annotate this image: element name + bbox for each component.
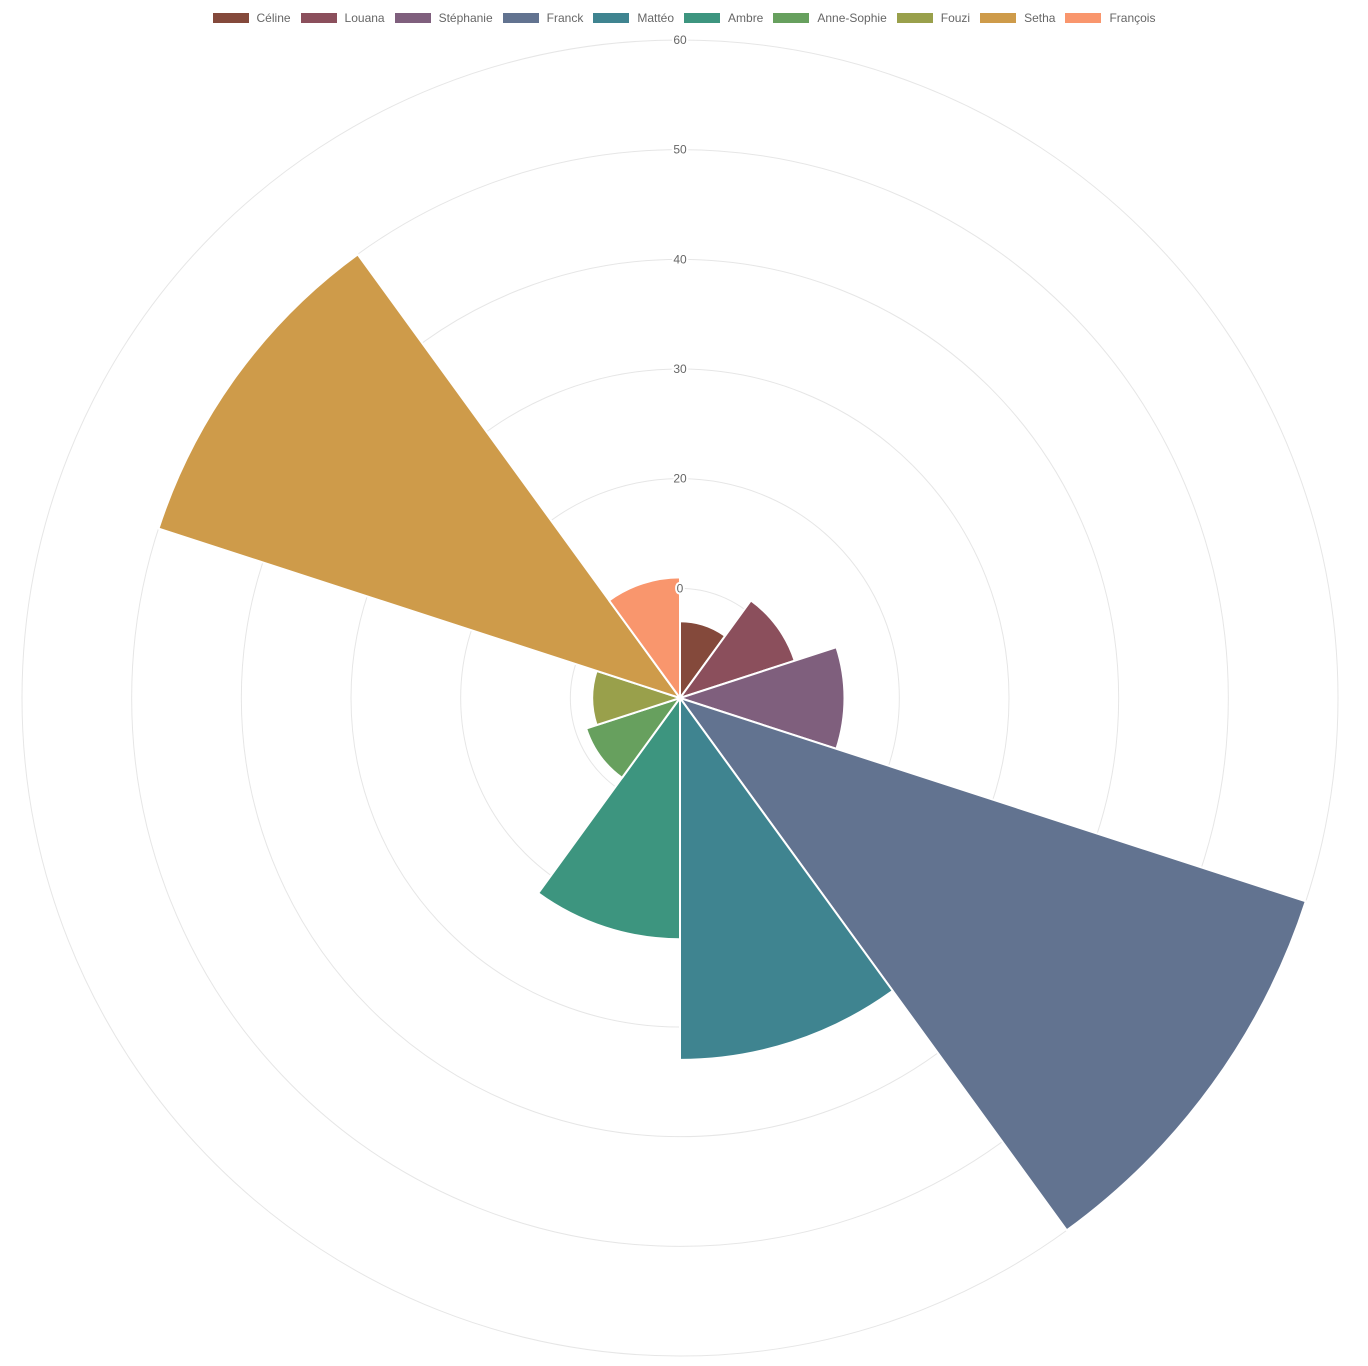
chart-legend: Céline Louana Stéphanie Franck Mattéo Ambre An… (0, 9, 1368, 27)
legend-swatch (593, 13, 630, 23)
legend-item[interactable]: Ambre (684, 11, 763, 25)
legend-label: Ambre (728, 11, 764, 25)
legend-label: Louana (344, 11, 385, 25)
radial-tick-label: 40 (673, 252, 687, 266)
legend-label: Setha (1024, 11, 1056, 25)
polar-segment-ambre[interactable] (537, 697, 681, 941)
legend-item[interactable]: Anne-Sophie (773, 11, 887, 25)
legend-label: Céline (256, 11, 291, 25)
legend-item[interactable]: Stéphanie (394, 11, 493, 25)
legend-item[interactable]: Setha (980, 11, 1055, 25)
legend-swatch (394, 13, 431, 23)
legend-label: Franck (546, 11, 584, 25)
legend-swatch (980, 13, 1017, 23)
legend-swatch (300, 13, 337, 23)
radial-tick-label: 20 (673, 472, 687, 486)
legend-label: Fouzi (940, 11, 971, 25)
polar-segment-anne-sophie[interactable] (585, 697, 681, 779)
legend-item[interactable]: Franck (502, 11, 584, 25)
radial-tick-label: 50 (673, 143, 687, 157)
legend-swatch (212, 13, 249, 23)
legend-swatch (684, 13, 721, 23)
legend-label: Stéphanie (438, 11, 493, 25)
radial-grid (21, 39, 1339, 1357)
legend-item[interactable]: Fouzi (896, 11, 971, 25)
polar-segment-setha[interactable] (157, 253, 681, 699)
legend-label: François (1109, 11, 1156, 25)
polar-segment-franck[interactable] (679, 697, 1307, 1232)
legend-item[interactable]: Louana (300, 11, 385, 25)
radial-tick-label: 60 (673, 33, 687, 47)
grid-circle (21, 39, 1339, 1357)
legend-swatch (896, 13, 933, 23)
legend-swatch (1065, 13, 1102, 23)
chart-segments (157, 253, 1307, 1232)
legend-swatch (502, 13, 539, 23)
polar-segment-fran-ois[interactable] (608, 576, 681, 699)
radial-tick-label: 0 (677, 581, 684, 595)
grid-circle (240, 258, 1120, 1138)
legend-item[interactable]: Mattéo (593, 11, 674, 25)
radial-tick-label: 30 (673, 362, 687, 376)
legend-item[interactable]: François (1065, 11, 1155, 25)
legend-label: Anne-Sophie (817, 11, 887, 25)
polar-segment-matt-o[interactable] (679, 697, 894, 1061)
radial-tick-labels: 0 20 30 40 50 60 (671, 31, 689, 597)
grid-circle (131, 149, 1229, 1247)
legend-label: Mattéo (637, 11, 675, 25)
polar-segment-louana[interactable] (679, 599, 796, 699)
legend-item[interactable]: Céline (212, 11, 291, 25)
polar-segment-st-phanie[interactable] (679, 646, 846, 750)
legend-swatch (773, 13, 810, 23)
